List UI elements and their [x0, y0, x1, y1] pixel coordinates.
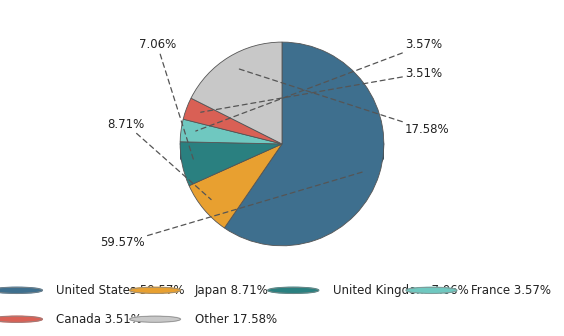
Text: France 3.57%: France 3.57%: [471, 284, 551, 297]
Text: 8.71%: 8.71%: [108, 118, 211, 200]
Circle shape: [406, 287, 457, 293]
Wedge shape: [180, 142, 282, 186]
Text: Japan 8.71%: Japan 8.71%: [195, 284, 268, 297]
Wedge shape: [224, 42, 384, 246]
Text: 59.57%: 59.57%: [100, 171, 365, 250]
Text: 3.51%: 3.51%: [201, 67, 442, 112]
Ellipse shape: [180, 131, 384, 170]
Circle shape: [0, 287, 42, 293]
Text: Canada 3.51%: Canada 3.51%: [56, 313, 142, 326]
Ellipse shape: [180, 130, 384, 169]
Circle shape: [130, 316, 180, 322]
Wedge shape: [180, 119, 282, 144]
Text: 17.58%: 17.58%: [237, 69, 450, 136]
Ellipse shape: [180, 125, 384, 164]
Ellipse shape: [180, 125, 384, 163]
Ellipse shape: [180, 136, 384, 174]
Circle shape: [0, 316, 42, 322]
Ellipse shape: [180, 126, 384, 165]
Ellipse shape: [180, 129, 384, 168]
Ellipse shape: [180, 133, 384, 172]
Wedge shape: [183, 98, 282, 144]
Ellipse shape: [180, 136, 384, 175]
Ellipse shape: [180, 137, 384, 176]
Ellipse shape: [180, 132, 384, 170]
Text: United States 59.57%: United States 59.57%: [56, 284, 185, 297]
Ellipse shape: [180, 129, 384, 167]
Circle shape: [268, 287, 319, 293]
Ellipse shape: [180, 135, 384, 173]
Text: United Kingdom 7.06%: United Kingdom 7.06%: [333, 284, 469, 297]
Circle shape: [130, 287, 180, 293]
Ellipse shape: [180, 134, 384, 173]
Ellipse shape: [180, 125, 384, 163]
Text: Other 17.58%: Other 17.58%: [195, 313, 277, 326]
Ellipse shape: [180, 128, 384, 166]
Ellipse shape: [180, 132, 384, 171]
Ellipse shape: [180, 139, 384, 177]
Wedge shape: [189, 144, 282, 228]
Ellipse shape: [180, 138, 384, 177]
Text: 7.06%: 7.06%: [139, 38, 193, 159]
Wedge shape: [191, 42, 282, 144]
Text: 3.57%: 3.57%: [196, 38, 442, 131]
Ellipse shape: [180, 127, 384, 166]
